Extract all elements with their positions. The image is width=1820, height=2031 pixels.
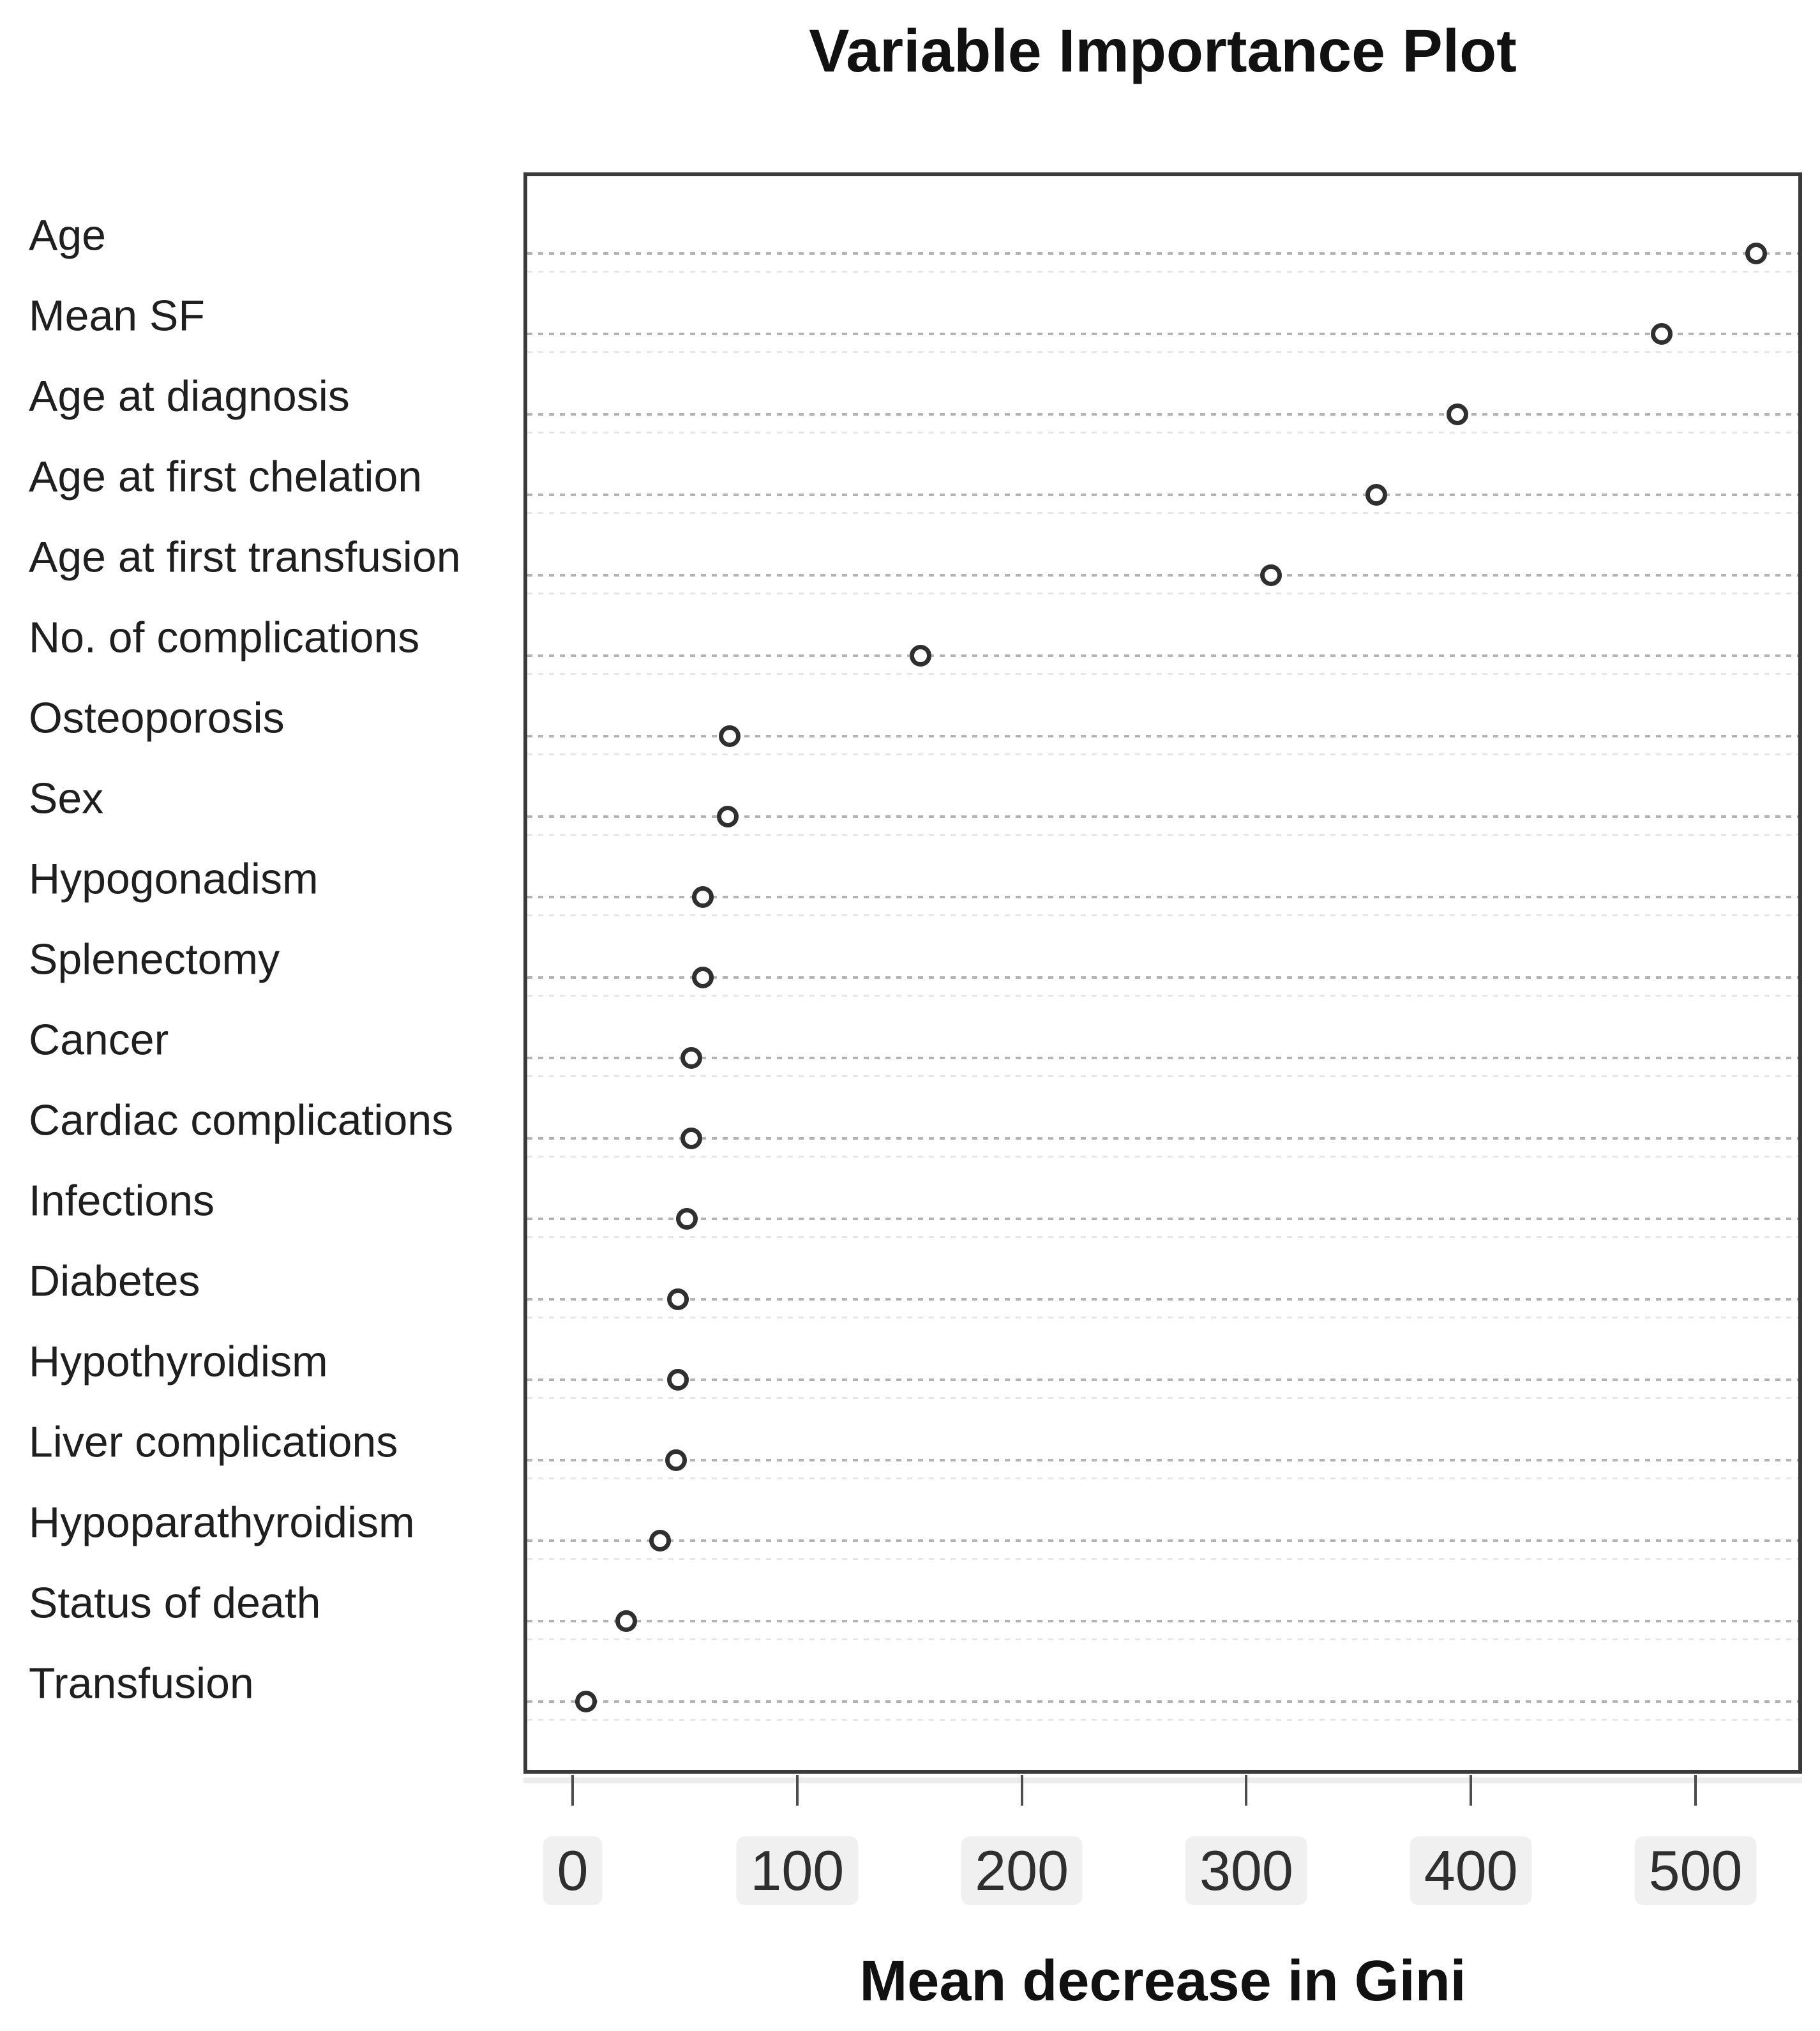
data-point — [1651, 323, 1673, 345]
gridline-ghost-artifact — [527, 1397, 1798, 1399]
gridline-ghost-artifact — [527, 1317, 1798, 1318]
gridline-ghost-artifact — [527, 1075, 1798, 1077]
y-axis-label: Splenectomy — [29, 935, 280, 984]
gridline — [527, 1700, 1798, 1703]
x-axis-title: Mean decrease in Gini — [859, 1949, 1466, 2013]
y-axis-label: Hypothyroidism — [29, 1337, 328, 1386]
data-point — [615, 1610, 638, 1632]
data-point — [692, 967, 714, 988]
gridline-ghost-artifact — [527, 1558, 1798, 1560]
data-point — [667, 1369, 689, 1391]
gridline — [527, 1459, 1798, 1461]
x-axis-tick-label: 200 — [961, 1836, 1083, 1906]
gridline-ghost-artifact — [527, 834, 1798, 836]
x-axis-tick — [1694, 1775, 1697, 1806]
x-axis-tick — [795, 1775, 799, 1806]
gridline-ghost-artifact — [527, 995, 1798, 997]
x-axis-tick — [1470, 1775, 1473, 1806]
y-axis-label: Diabetes — [29, 1257, 200, 1306]
gridline — [527, 494, 1798, 496]
data-point — [910, 645, 932, 667]
gridline — [527, 333, 1798, 335]
gridline — [527, 654, 1798, 657]
data-point — [681, 1128, 703, 1149]
gridline-ghost-artifact — [527, 1156, 1798, 1158]
gridline — [527, 815, 1798, 818]
x-axis-tick-label: 0 — [543, 1836, 603, 1906]
gridline-ghost-artifact — [527, 1719, 1798, 1721]
gridline-ghost-artifact — [527, 753, 1798, 755]
gridline — [527, 1620, 1798, 1622]
data-point — [681, 1047, 703, 1069]
y-axis-label: Sex — [29, 774, 104, 823]
y-axis-label: Hypogonadism — [29, 854, 319, 903]
frame-shadow-artifact — [523, 1778, 1802, 1783]
gridline-ghost-artifact — [527, 1236, 1798, 1238]
data-point — [665, 1449, 687, 1471]
gridline — [527, 574, 1798, 577]
gridline-ghost-artifact — [527, 914, 1798, 916]
gridline-ghost-artifact — [527, 1638, 1798, 1640]
plot-area — [527, 176, 1798, 1770]
gridline-ghost-artifact — [527, 673, 1798, 675]
gridline — [527, 1378, 1798, 1381]
x-axis-tick — [571, 1775, 574, 1806]
data-point — [676, 1208, 698, 1230]
gridline-ghost-artifact — [527, 1477, 1798, 1479]
data-point — [667, 1288, 689, 1310]
data-point — [1365, 484, 1388, 506]
data-point — [575, 1691, 598, 1712]
y-axis-label: Hypoparathyroidism — [29, 1498, 415, 1547]
y-axis-label: Status of death — [29, 1578, 321, 1627]
gridline — [527, 413, 1798, 416]
gridline — [527, 976, 1798, 979]
y-axis-label: Age at diagnosis — [29, 372, 350, 421]
gridline — [527, 1298, 1798, 1301]
y-axis-label: Osteoporosis — [29, 693, 285, 743]
data-point — [716, 806, 739, 827]
gridline — [527, 1137, 1798, 1140]
plot-frame — [523, 172, 1802, 1774]
data-point — [649, 1530, 672, 1552]
data-point — [692, 886, 714, 908]
gridline — [527, 1057, 1798, 1059]
data-point — [1447, 404, 1469, 425]
gridline — [527, 896, 1798, 898]
x-axis-tick — [1245, 1775, 1248, 1806]
gridline — [527, 735, 1798, 737]
gridline-ghost-artifact — [527, 432, 1798, 434]
data-point — [1745, 243, 1767, 264]
x-axis-tick-label: 500 — [1634, 1836, 1757, 1906]
gridline — [527, 1218, 1798, 1220]
y-axis-label: Cancer — [29, 1015, 169, 1064]
x-axis-tick-label: 300 — [1185, 1836, 1307, 1906]
data-point — [1260, 564, 1282, 586]
y-axis-label: Liver complications — [29, 1417, 398, 1467]
y-axis-label: Cardiac complications — [29, 1096, 454, 1145]
x-axis-tick-label: 400 — [1410, 1836, 1532, 1906]
y-axis-label: Age — [29, 211, 106, 260]
gridline-ghost-artifact — [527, 512, 1798, 514]
gridline-ghost-artifact — [527, 351, 1798, 353]
gridline-ghost-artifact — [527, 271, 1798, 273]
x-axis-tick — [1020, 1775, 1023, 1806]
x-axis-tick-label: 100 — [736, 1836, 859, 1906]
gridline — [527, 1539, 1798, 1542]
gridline-ghost-artifact — [527, 593, 1798, 594]
chart-title: Variable Importance Plot — [809, 17, 1517, 85]
y-axis-label: Age at first chelation — [29, 452, 423, 501]
data-point — [719, 725, 741, 747]
y-axis-label: No. of complications — [29, 613, 420, 662]
y-axis-label: Mean SF — [29, 291, 205, 340]
y-axis-label: Age at first transfusion — [29, 532, 461, 582]
y-axis-label: Transfusion — [29, 1659, 254, 1708]
y-axis-label: Infections — [29, 1176, 215, 1225]
gridline — [527, 252, 1798, 255]
